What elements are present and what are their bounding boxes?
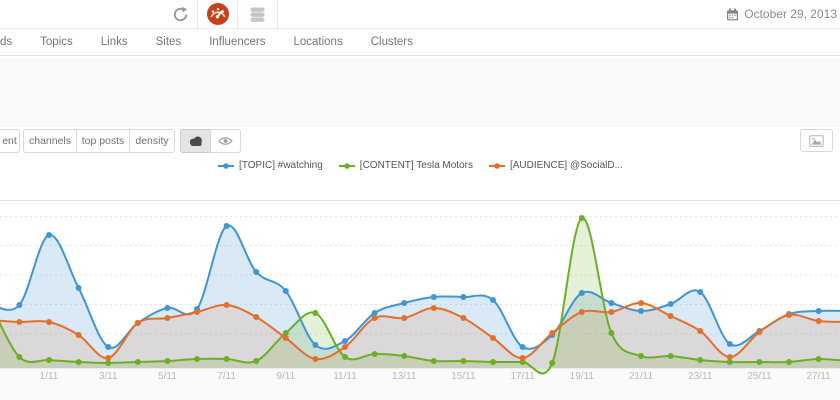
svg-text:1/11: 1/11: [40, 371, 59, 382]
refresh-button[interactable]: [163, 0, 197, 28]
legend-item-audience[interactable]: [AUDIENCE] @SocialD...: [488, 160, 623, 171]
view-button-channels[interactable]: channels: [23, 129, 77, 153]
nav-tab-influencers[interactable]: Influencers: [209, 36, 266, 48]
series-marker-icon: [488, 162, 505, 169]
database-button[interactable]: [238, 0, 277, 28]
divider: [237, 0, 238, 28]
chart-controls: ent channels top posts density: [0, 129, 840, 153]
nav-tab-keywords-cropped[interactable]: ds: [0, 36, 13, 48]
svg-text:27/11: 27/11: [806, 371, 831, 382]
eye-view-button[interactable]: [210, 129, 241, 153]
svg-text:21/11: 21/11: [629, 371, 654, 382]
legend-item-content[interactable]: [CONTENT] Tesla Motors: [338, 160, 473, 171]
database-icon: [250, 7, 265, 22]
legend-label: [CONTENT] Tesla Motors: [359, 160, 473, 171]
nav-tab-sites[interactable]: Sites: [155, 36, 182, 48]
legend-item-topic[interactable]: [TOPIC] #watching: [217, 160, 323, 171]
nav-bar: ds Topics Links Sites Influencers Locati…: [0, 29, 840, 56]
svg-text:17/11: 17/11: [510, 371, 535, 382]
current-date-label: October 29, 2013: [744, 7, 837, 21]
nav-tab-clusters[interactable]: Clusters: [370, 36, 413, 48]
divider: [277, 0, 278, 28]
calendar-icon: [727, 8, 739, 20]
top-bar: October 29, 2013: [0, 0, 840, 29]
nav-tab-topics[interactable]: Topics: [40, 36, 73, 48]
refresh-icon: [173, 6, 187, 21]
nav-tab-locations[interactable]: Locations: [293, 36, 343, 48]
legend-label: [AUDIENCE] @SocialD...: [509, 160, 623, 171]
svg-text:23/11: 23/11: [688, 371, 713, 382]
toolbar-spacer: [0, 57, 840, 126]
svg-text:7/11: 7/11: [217, 371, 236, 382]
view-button-top-posts[interactable]: top posts: [76, 129, 130, 153]
legend-label: [TOPIC] #watching: [239, 160, 323, 171]
view-button-content-cropped[interactable]: ent: [0, 129, 20, 153]
svg-text:19/11: 19/11: [570, 371, 595, 382]
svg-text:11/11: 11/11: [333, 371, 357, 382]
nav-tab-links[interactable]: Links: [100, 36, 128, 48]
cloud-view-button[interactable]: [180, 129, 211, 153]
svg-text:5/11: 5/11: [158, 371, 177, 382]
view-buttons: ent channels top posts density: [0, 129, 175, 153]
dashboard-button[interactable]: [198, 0, 237, 28]
svg-text:13/11: 13/11: [392, 371, 417, 382]
svg-text:15/11: 15/11: [451, 371, 476, 382]
date-picker[interactable]: October 29, 2013: [726, 0, 837, 28]
svg-text:3/11: 3/11: [99, 371, 118, 382]
gauge-icon: [206, 3, 229, 25]
svg-text:25/11: 25/11: [747, 371, 772, 382]
export-image-button[interactable]: [800, 129, 833, 152]
series-marker-icon: [218, 162, 235, 169]
divider: [197, 0, 198, 28]
series-marker-icon: [338, 162, 355, 169]
eye-icon: [218, 137, 233, 145]
cloud-icon: [189, 136, 202, 146]
chart-legend: [TOPIC] #watching [CONTENT] Tesla Motors…: [0, 160, 840, 171]
svg-text:9/11: 9/11: [276, 371, 295, 382]
image-icon: [809, 134, 824, 147]
view-button-density[interactable]: density: [129, 129, 175, 153]
display-mode-toggle: [180, 129, 241, 153]
